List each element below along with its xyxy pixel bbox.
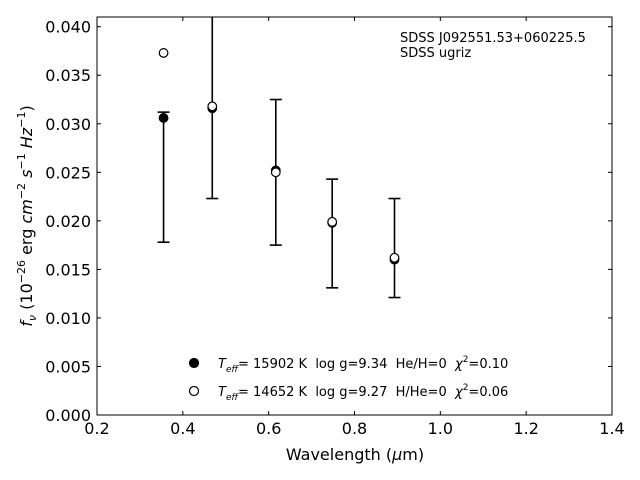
y-tick-label: 0.010 xyxy=(45,309,91,328)
x-tick-label: 0.6 xyxy=(256,419,281,438)
x-tick-label: 0.4 xyxy=(170,419,195,438)
x-axis-label: Wavelength (μm) xyxy=(286,445,424,464)
legend-marker-open xyxy=(188,385,200,397)
x-tick-label: 1.0 xyxy=(428,419,453,438)
x-tick-label: 0.2 xyxy=(84,419,109,438)
y-tick-label: 0.000 xyxy=(45,406,91,425)
x-tick-label: 0.8 xyxy=(342,419,367,438)
x-tick-label: 1.2 xyxy=(513,419,538,438)
y-axis-label: fν (10−26 erg cm−2 s−1 Hz−1) xyxy=(15,105,39,326)
y-tick-label: 0.020 xyxy=(45,212,91,231)
x-tick-label: 1.4 xyxy=(599,419,624,438)
legend-entry-1: Teff= 15902 K log g=9.34 He/H=0 χ2=0.10 xyxy=(218,355,508,375)
model-point-open xyxy=(158,48,169,58)
y-tick-label: 0.030 xyxy=(45,115,91,134)
model-point-open xyxy=(270,167,281,178)
object-name-annotation: SDSS J092551.53+060225.5 xyxy=(400,31,586,46)
plot-area: 0.2 0.4 0.6 0.8 1.0 1.2 1.4 0.000 0.005 0.010 0.01… xyxy=(45,16,625,438)
model-point-filled xyxy=(158,113,169,123)
plot-frame xyxy=(96,16,613,416)
model-point-open xyxy=(389,252,400,263)
model-point-open xyxy=(207,101,218,112)
y-tick-label: 0.025 xyxy=(45,163,91,182)
legend-marker-filled xyxy=(188,357,200,369)
legend-entry-2: Teff= 14652 K log g=9.27 H/He=0 χ2=0.06 xyxy=(218,383,508,403)
y-tick-label: 0.035 xyxy=(45,66,91,85)
legend: Teff= 15902 K log g=9.34 He/H=0 χ2=0.10 … xyxy=(188,355,508,403)
photometry-annotation: SDSS ugriz xyxy=(400,46,471,61)
y-tick-label: 0.040 xyxy=(45,18,91,37)
y-tick-label: 0.005 xyxy=(45,357,91,376)
model-point-open xyxy=(327,216,338,227)
y-tick-label: 0.015 xyxy=(45,260,91,279)
